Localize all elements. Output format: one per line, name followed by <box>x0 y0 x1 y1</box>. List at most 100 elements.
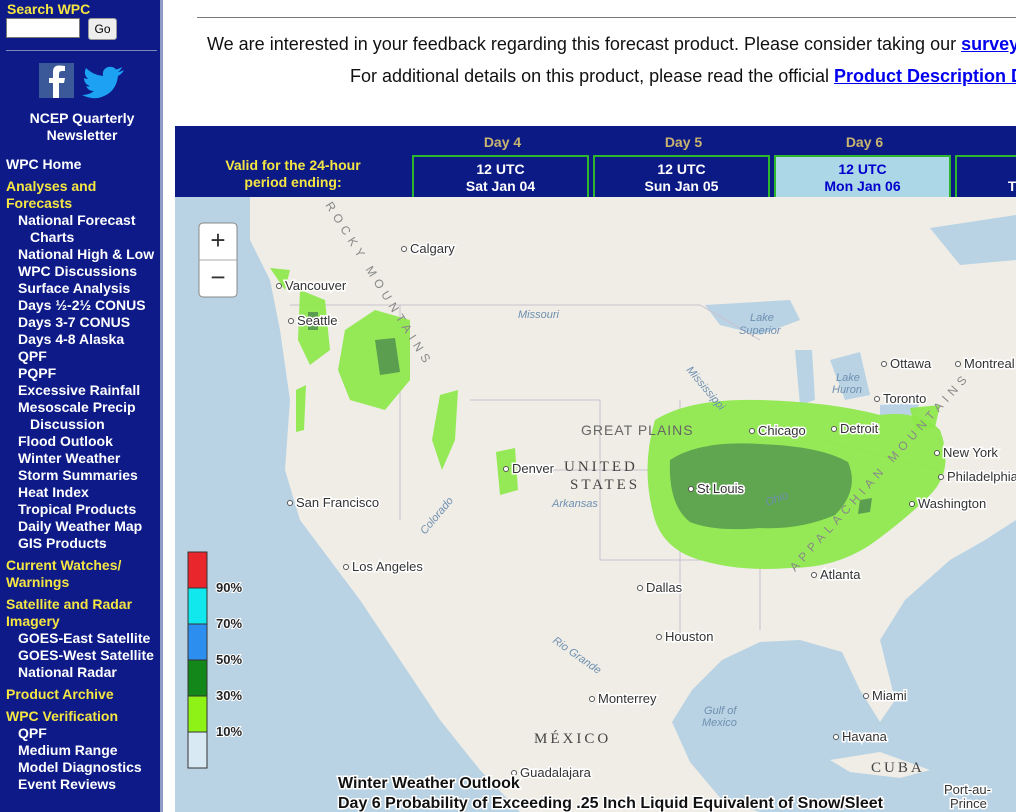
zoom-out[interactable]: − <box>210 262 225 292</box>
day-table: Valid for the 24-hour period ending: Day… <box>175 126 1016 197</box>
map-label: Ottawa <box>890 356 932 371</box>
map-label: Lake <box>836 372 860 384</box>
nav-link[interactable]: Surface Analysis <box>18 280 131 296</box>
nav-link[interactable]: Winter Weather <box>18 450 121 466</box>
nav-link[interactable]: GOES-West Satellite <box>18 647 154 663</box>
map-label: Vancouver <box>285 278 347 293</box>
map-label: Houston <box>665 629 713 644</box>
cell-date: Sat Jan 04 <box>465 178 536 194</box>
nav-link[interactable]: Medium Range <box>18 742 118 758</box>
nav-link[interactable]: Daily Weather Map <box>18 518 143 534</box>
city-dot <box>688 486 694 492</box>
day-cell[interactable]: 12 UTCTue Jan 07 <box>955 155 1016 197</box>
nav-link[interactable]: Storm Summaries <box>18 467 138 483</box>
nav-link[interactable]: Flood Outlook <box>18 433 113 449</box>
nav-link[interactable]: QPF <box>18 725 47 741</box>
nav-link[interactable]: GOES-East Satellite <box>18 630 151 646</box>
description-link[interactable]: Product Description Document <box>833 66 1016 86</box>
cell-time: 12 UTC <box>957 161 1016 178</box>
day-cell[interactable]: 12 UTC Sun Jan 05 <box>593 155 770 197</box>
sidebar: Search WPC Go NCEP Quarterly Newsletter … <box>0 0 163 812</box>
nav-link[interactable]: Days ½-2½ CONUS <box>18 297 146 313</box>
nav-link[interactable]: National High & Low <box>18 246 155 262</box>
nav-link[interactable]: GIS Products <box>18 535 107 551</box>
map-label: Gulf of <box>704 705 737 717</box>
nav-heading[interactable]: Satellite and Radar Imagery <box>6 596 133 629</box>
map-label: Atlanta <box>820 567 861 582</box>
day-cell[interactable]: 12 UTC Mon Jan 06 <box>774 155 951 197</box>
nav-link[interactable]: Excessive Rainfall <box>18 382 141 398</box>
cell-date: Tue Jan 07 <box>1007 178 1016 194</box>
divider <box>197 17 1016 18</box>
notice-text: For additional details on this product, … <box>350 66 834 86</box>
feedback-notice: We are interested in your feedback regar… <box>207 34 1016 55</box>
nav-link[interactable]: Mesoscale Precip Discussion <box>18 399 136 432</box>
nav-link[interactable]: Event Reviews <box>18 776 117 792</box>
nav-link[interactable]: National Radar <box>18 664 117 680</box>
day-cell[interactable]: 12 UTC Sat Jan 04 <box>412 155 589 197</box>
divider <box>6 50 157 51</box>
map-label: Chicago <box>758 423 806 438</box>
map-label: Dallas <box>646 580 683 595</box>
notice-text: We are interested in your feedback regar… <box>207 34 962 54</box>
map-label: Detroit <box>840 421 879 436</box>
nav-heading[interactable]: WPC Verification <box>6 708 119 724</box>
nav-link[interactable]: Model Diagnostics <box>18 759 142 775</box>
newsletter-link[interactable]: NCEP Quarterly Newsletter <box>29 110 135 143</box>
nav-heading[interactable]: Product Archive <box>6 686 114 702</box>
main: We are interested in your feedback regar… <box>163 0 1016 812</box>
social-icons <box>39 63 124 99</box>
nav-link[interactable]: Days 4-8 Alaska <box>18 331 125 347</box>
survey-link[interactable]: survey <box>961 34 1016 54</box>
zoom-in[interactable]: + <box>210 225 225 255</box>
map-label: Havana <box>842 729 888 744</box>
map-caption: Winter Weather Outlook <box>338 775 520 792</box>
map-label: New York <box>943 445 998 460</box>
cell-date: Sun Jan 05 <box>644 178 719 194</box>
nav-link[interactable]: Tropical Products <box>18 501 137 517</box>
nav-link[interactable]: QPF <box>18 348 47 364</box>
city-dot <box>589 696 595 702</box>
map-label: Miami <box>872 688 907 703</box>
city-dot <box>287 500 293 506</box>
nav-heading[interactable]: Current Watches/ Warnings <box>6 557 122 590</box>
nav-link[interactable]: National Forecast Charts <box>18 212 136 245</box>
valid-label: Valid for the 24-hour period ending: <box>225 157 361 190</box>
map-label: STATES <box>570 477 640 493</box>
nav-link[interactable]: Heat Index <box>18 484 89 500</box>
nav-link[interactable]: WPC Discussions <box>18 263 138 279</box>
day-heading: Day 5 <box>664 134 703 150</box>
map-label: Superior <box>739 325 782 337</box>
map-label: Guadalajara <box>520 765 592 780</box>
nav-link[interactable]: PQPF <box>18 365 57 381</box>
legend-label: 30% <box>216 688 242 703</box>
nav-link[interactable]: WPC Home <box>6 156 82 172</box>
map-label: MÉXICO <box>534 730 611 747</box>
city-dot <box>503 466 509 472</box>
map-label: Philadelphia <box>947 469 1016 484</box>
go-button[interactable]: Go <box>88 18 117 40</box>
map-label: UNITED <box>564 459 638 475</box>
search-input[interactable] <box>6 18 80 38</box>
map-label: Seattle <box>297 313 337 328</box>
map-label: Prince <box>950 796 987 811</box>
map-label: San Francisco <box>296 495 379 510</box>
map-label: Montreal <box>964 356 1015 371</box>
zoom-control: + − <box>198 222 238 298</box>
map-label: Missouri <box>518 309 560 321</box>
nav-heading[interactable]: Analyses and Forecasts <box>6 178 97 211</box>
city-dot <box>863 693 869 699</box>
map-caption: Day 6 Probability of Exceeding .25 Inch … <box>338 795 884 812</box>
twitter-icon[interactable] <box>82 66 124 99</box>
city-dot <box>288 318 294 324</box>
search-label: Search WPC <box>7 1 91 17</box>
city-dot <box>276 283 282 289</box>
map-label: Denver <box>512 461 555 476</box>
city-dot <box>511 770 517 776</box>
city-dot <box>401 246 407 252</box>
map-label: Mexico <box>702 717 737 729</box>
city-dot <box>955 361 961 367</box>
cell-time: 12 UTC <box>838 161 887 177</box>
nav-link[interactable]: Days 3-7 CONUS <box>18 314 131 330</box>
